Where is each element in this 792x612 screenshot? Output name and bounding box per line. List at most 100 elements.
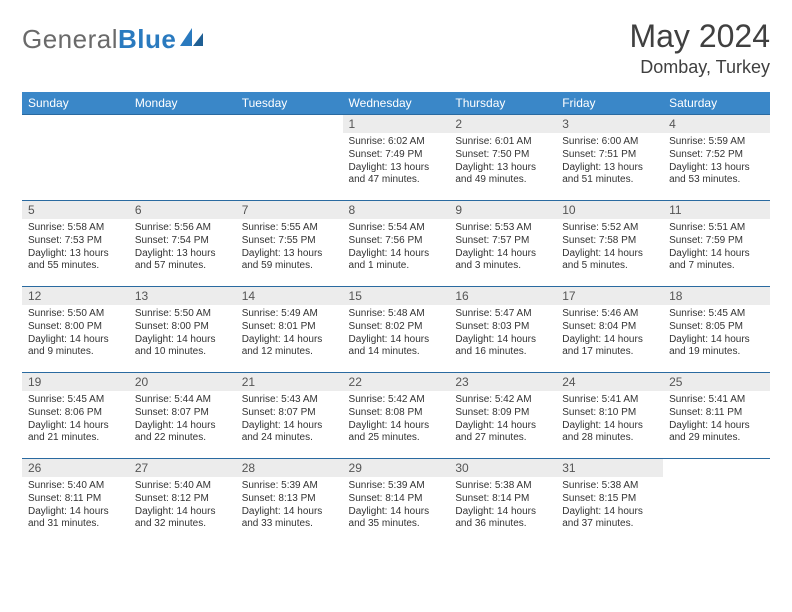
calendar-week-row: 26Sunrise: 5:40 AMSunset: 8:11 PMDayligh… xyxy=(22,459,770,539)
sunrise-text: Sunrise: 6:01 AM xyxy=(455,136,550,149)
day-details: Sunrise: 5:51 AMSunset: 7:59 PMDaylight:… xyxy=(663,219,770,277)
calendar-cell: 8Sunrise: 5:54 AMSunset: 7:56 PMDaylight… xyxy=(343,201,450,287)
calendar-cell: 10Sunrise: 5:52 AMSunset: 7:58 PMDayligh… xyxy=(556,201,663,287)
day-details: Sunrise: 5:46 AMSunset: 8:04 PMDaylight:… xyxy=(556,305,663,363)
calendar-cell: 16Sunrise: 5:47 AMSunset: 8:03 PMDayligh… xyxy=(449,287,556,373)
sunrise-text: Sunrise: 5:39 AM xyxy=(349,480,444,493)
calendar-cell: 24Sunrise: 5:41 AMSunset: 8:10 PMDayligh… xyxy=(556,373,663,459)
daylight-line1: Daylight: 14 hours xyxy=(242,506,337,519)
daylight-line2: and 25 minutes. xyxy=(349,432,444,445)
sunrise-text: Sunrise: 5:54 AM xyxy=(349,222,444,235)
daylight-line1: Daylight: 13 hours xyxy=(562,162,657,175)
daylight-line2: and 21 minutes. xyxy=(28,432,123,445)
day-number: 25 xyxy=(663,373,770,391)
day-details: Sunrise: 5:58 AMSunset: 7:53 PMDaylight:… xyxy=(22,219,129,277)
day-details: Sunrise: 5:50 AMSunset: 8:00 PMDaylight:… xyxy=(22,305,129,363)
daylight-line2: and 33 minutes. xyxy=(242,518,337,531)
calendar-week-row: 5Sunrise: 5:58 AMSunset: 7:53 PMDaylight… xyxy=(22,201,770,287)
daylight-line1: Daylight: 14 hours xyxy=(28,506,123,519)
daylight-line2: and 49 minutes. xyxy=(455,174,550,187)
day-details: Sunrise: 5:41 AMSunset: 8:11 PMDaylight:… xyxy=(663,391,770,449)
calendar-week-row: 12Sunrise: 5:50 AMSunset: 8:00 PMDayligh… xyxy=(22,287,770,373)
day-number: 22 xyxy=(343,373,450,391)
day-number: 27 xyxy=(129,459,236,477)
calendar-page: GeneralBlue May 2024 Dombay, Turkey Sund… xyxy=(0,0,792,557)
daylight-line2: and 55 minutes. xyxy=(28,260,123,273)
sunrise-text: Sunrise: 5:41 AM xyxy=(562,394,657,407)
day-number: 3 xyxy=(556,115,663,133)
day-details: Sunrise: 6:01 AMSunset: 7:50 PMDaylight:… xyxy=(449,133,556,191)
calendar-cell xyxy=(236,115,343,201)
daylight-line2: and 17 minutes. xyxy=(562,346,657,359)
daylight-line2: and 27 minutes. xyxy=(455,432,550,445)
calendar-table: Sunday Monday Tuesday Wednesday Thursday… xyxy=(22,92,770,539)
calendar-week-row: 19Sunrise: 5:45 AMSunset: 8:06 PMDayligh… xyxy=(22,373,770,459)
daylight-line1: Daylight: 14 hours xyxy=(455,506,550,519)
sunset-text: Sunset: 8:07 PM xyxy=(135,407,230,420)
daylight-line2: and 12 minutes. xyxy=(242,346,337,359)
daylight-line2: and 5 minutes. xyxy=(562,260,657,273)
daylight-line1: Daylight: 14 hours xyxy=(242,334,337,347)
day-details: Sunrise: 5:47 AMSunset: 8:03 PMDaylight:… xyxy=(449,305,556,363)
day-number: 20 xyxy=(129,373,236,391)
daylight-line1: Daylight: 14 hours xyxy=(455,334,550,347)
calendar-cell: 3Sunrise: 6:00 AMSunset: 7:51 PMDaylight… xyxy=(556,115,663,201)
calendar-body: 1Sunrise: 6:02 AMSunset: 7:49 PMDaylight… xyxy=(22,115,770,539)
calendar-cell xyxy=(129,115,236,201)
location: Dombay, Turkey xyxy=(629,57,770,78)
day-details: Sunrise: 5:48 AMSunset: 8:02 PMDaylight:… xyxy=(343,305,450,363)
daylight-line2: and 59 minutes. xyxy=(242,260,337,273)
sunrise-text: Sunrise: 5:46 AM xyxy=(562,308,657,321)
day-number: 6 xyxy=(129,201,236,219)
calendar-cell: 20Sunrise: 5:44 AMSunset: 8:07 PMDayligh… xyxy=(129,373,236,459)
daylight-line1: Daylight: 14 hours xyxy=(455,420,550,433)
day-details: Sunrise: 5:45 AMSunset: 8:05 PMDaylight:… xyxy=(663,305,770,363)
daylight-line1: Daylight: 14 hours xyxy=(135,506,230,519)
calendar-cell: 30Sunrise: 5:38 AMSunset: 8:14 PMDayligh… xyxy=(449,459,556,539)
day-number: 5 xyxy=(22,201,129,219)
daylight-line2: and 9 minutes. xyxy=(28,346,123,359)
sunrise-text: Sunrise: 5:41 AM xyxy=(669,394,764,407)
sunrise-text: Sunrise: 5:39 AM xyxy=(242,480,337,493)
sunset-text: Sunset: 8:01 PM xyxy=(242,321,337,334)
day-number: 9 xyxy=(449,201,556,219)
daylight-line1: Daylight: 14 hours xyxy=(135,334,230,347)
day-number: 14 xyxy=(236,287,343,305)
calendar-cell: 29Sunrise: 5:39 AMSunset: 8:14 PMDayligh… xyxy=(343,459,450,539)
calendar-cell: 15Sunrise: 5:48 AMSunset: 8:02 PMDayligh… xyxy=(343,287,450,373)
sunrise-text: Sunrise: 5:47 AM xyxy=(455,308,550,321)
day-details: Sunrise: 5:59 AMSunset: 7:52 PMDaylight:… xyxy=(663,133,770,191)
day-number: 18 xyxy=(663,287,770,305)
daylight-line1: Daylight: 14 hours xyxy=(242,420,337,433)
day-number: 7 xyxy=(236,201,343,219)
sunrise-text: Sunrise: 5:56 AM xyxy=(135,222,230,235)
sunrise-text: Sunrise: 5:45 AM xyxy=(669,308,764,321)
daylight-line1: Daylight: 13 hours xyxy=(28,248,123,261)
calendar-cell: 23Sunrise: 5:42 AMSunset: 8:09 PMDayligh… xyxy=(449,373,556,459)
sunset-text: Sunset: 8:09 PM xyxy=(455,407,550,420)
sunset-text: Sunset: 8:00 PM xyxy=(28,321,123,334)
sunrise-text: Sunrise: 5:45 AM xyxy=(28,394,123,407)
daylight-line2: and 3 minutes. xyxy=(455,260,550,273)
daylight-line1: Daylight: 14 hours xyxy=(669,248,764,261)
calendar-week-row: 1Sunrise: 6:02 AMSunset: 7:49 PMDaylight… xyxy=(22,115,770,201)
calendar-cell: 2Sunrise: 6:01 AMSunset: 7:50 PMDaylight… xyxy=(449,115,556,201)
daylight-line2: and 22 minutes. xyxy=(135,432,230,445)
calendar-cell: 28Sunrise: 5:39 AMSunset: 8:13 PMDayligh… xyxy=(236,459,343,539)
calendar-cell: 26Sunrise: 5:40 AMSunset: 8:11 PMDayligh… xyxy=(22,459,129,539)
sunrise-text: Sunrise: 5:48 AM xyxy=(349,308,444,321)
sunset-text: Sunset: 7:49 PM xyxy=(349,149,444,162)
calendar-cell: 19Sunrise: 5:45 AMSunset: 8:06 PMDayligh… xyxy=(22,373,129,459)
daylight-line1: Daylight: 14 hours xyxy=(28,420,123,433)
logo: GeneralBlue xyxy=(22,18,205,55)
calendar-cell xyxy=(22,115,129,201)
sunset-text: Sunset: 7:55 PM xyxy=(242,235,337,248)
logo-text: GeneralBlue xyxy=(22,24,176,55)
weekday-header: Sunday xyxy=(22,92,129,115)
day-number: 17 xyxy=(556,287,663,305)
day-details: Sunrise: 5:52 AMSunset: 7:58 PMDaylight:… xyxy=(556,219,663,277)
sunset-text: Sunset: 7:54 PM xyxy=(135,235,230,248)
weekday-header: Friday xyxy=(556,92,663,115)
day-details: Sunrise: 5:49 AMSunset: 8:01 PMDaylight:… xyxy=(236,305,343,363)
sunset-text: Sunset: 7:51 PM xyxy=(562,149,657,162)
